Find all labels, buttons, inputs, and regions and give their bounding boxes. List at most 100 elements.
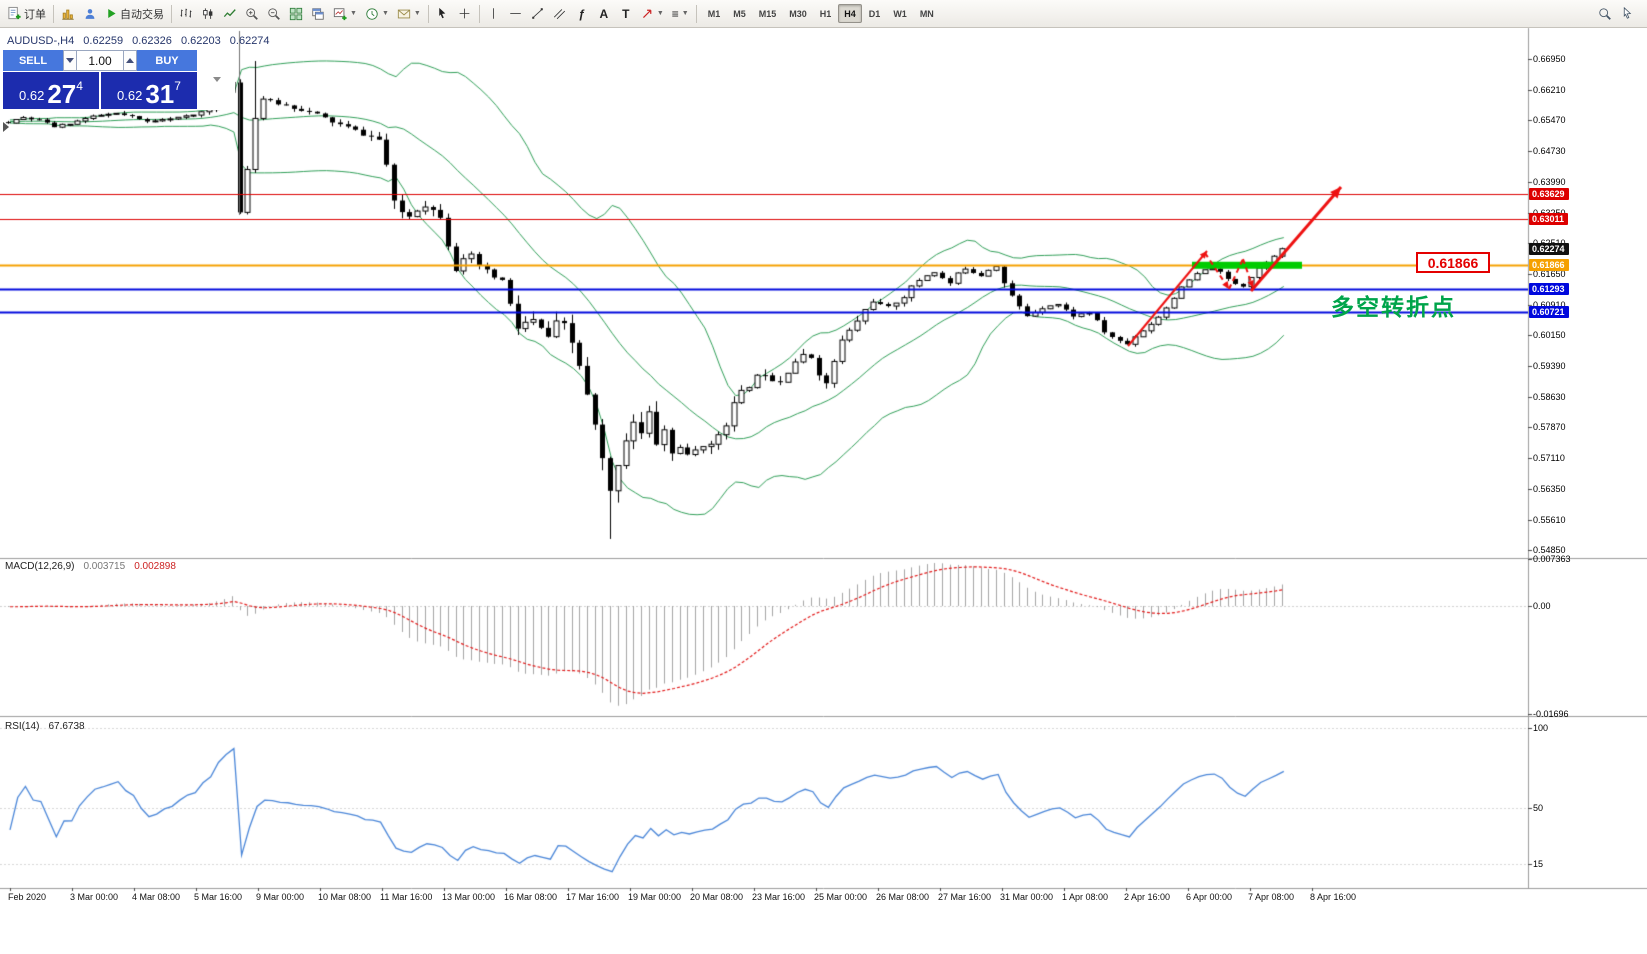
price-tag[interactable]: 0.60721 [1529,306,1569,318]
dropdown-caret-icon: ▼ [381,10,389,17]
one-click-menu-button[interactable] [198,49,235,110]
price-axis-label: 0.58630 [1533,391,1566,402]
ohlc-high: 0.62326 [132,35,172,47]
cascade-windows-icon [311,7,325,21]
objects-list-button[interactable]: ≡ ▼ [668,3,693,25]
time-axis-label: 6 Apr 00:00 [1186,892,1233,902]
price-tag[interactable]: 0.63629 [1529,188,1569,200]
timeframe-mn[interactable]: MN [919,8,934,19]
line-chart-button[interactable] [219,3,241,25]
toolbar-separator [478,4,480,23]
autotrading-label: 自动交易 [120,8,164,21]
timeframe-m5[interactable]: M5 [733,8,746,19]
macd-header: MACD(12,26,9) 0.003715 0.002898 [5,561,176,572]
time-axis-label: 3 Mar 00:00 [70,892,119,902]
trendline-icon [531,7,544,20]
text-tool-icon: A [599,6,609,21]
toolbar-separator [171,4,172,23]
timeframe-m30[interactable]: M30 [789,8,807,19]
price-axis-label: 0.63250 [1533,208,1566,218]
sell-price-display[interactable]: 0.62 27 4 [3,72,99,109]
channel-tool-button[interactable] [549,3,571,25]
volume-input[interactable] [77,50,123,71]
sell-button[interactable]: SELL [3,50,63,71]
dropdown-caret-icon: ▼ [413,10,421,17]
crosshair-icon [458,7,471,20]
price-axis-label: 0.54850 [1533,545,1566,556]
trendline-tool-button[interactable] [527,3,549,25]
volume-decrease-button[interactable] [63,50,77,71]
profiles-icon [83,7,97,21]
price-axis-label: 0.61650 [1533,268,1566,279]
search-button[interactable] [1594,3,1616,25]
bars-chart-button[interactable] [175,3,197,25]
profiles-button[interactable] [79,3,101,25]
time-axis-label: 11 Mar 16:00 [380,892,433,902]
template-icon [397,7,411,21]
new-chart-button[interactable]: ▼ [329,3,361,25]
buy-price-display[interactable]: 0.62 31 7 [101,72,197,109]
autotrading-button[interactable]: 自动交易 [101,3,168,25]
horizontal-line-tool-button[interactable] [505,3,527,25]
dropdown-caret-icon: ▼ [656,10,664,17]
buy-pipette: 7 [174,79,181,93]
timeframe-h1[interactable]: H1 [819,8,832,19]
time-axis-label: 23 Mar 16:00 [752,892,806,902]
candlestick-chart-button[interactable] [197,3,219,25]
templates-button[interactable]: ▼ [393,3,425,25]
one-click-inner: SELL BUY 0.62 27 4 0.62 31 7 [2,49,198,110]
timeframe-h4[interactable]: H4 [838,4,862,23]
cascade-windows-button[interactable] [307,3,329,25]
rsi-value: 67.6738 [48,721,85,732]
text-tool-button[interactable]: A [593,3,615,25]
timeframe-m15[interactable]: M15 [758,8,777,19]
buy-button[interactable]: BUY [137,50,197,71]
time-axis-label: Feb 2020 [8,892,47,902]
zoom-out-button[interactable] [263,3,285,25]
time-axis-label: 7 Apr 08:00 [1248,892,1295,902]
market-watch-button[interactable] [57,3,79,25]
time-axis-label: 13 Mar 00:00 [442,892,496,902]
time-axis-label: 2 Apr 16:00 [1124,892,1171,902]
timeframe-w1[interactable]: W1 [893,8,907,19]
timeframe-d1[interactable]: D1 [868,8,881,19]
tile-windows-button[interactable] [285,3,307,25]
macd-axis-label: 0.00 [1533,601,1551,611]
time-axis-label: 5 Mar 16:00 [194,892,243,902]
timeframe-m1[interactable]: M1 [707,8,721,19]
market-watch-icon [61,7,75,21]
one-click-collapse-icon[interactable] [3,122,9,132]
cursor-tool-button[interactable] [432,3,454,25]
price-tag[interactable]: 0.63011 [1529,213,1569,225]
macd-axis-label: -0.01696 [1533,708,1569,719]
zoom-in-button[interactable] [241,3,263,25]
label-tool-icon: T [622,6,630,21]
arrows-tool-button[interactable]: ▼ [637,3,668,25]
bars-chart-icon [179,7,193,21]
price-axis-label: 0.60150 [1533,330,1566,341]
fibonacci-tool-button[interactable]: ƒ [571,3,593,25]
volume-increase-button[interactable] [123,50,137,71]
label-tool-button[interactable]: T [615,3,637,25]
buy-big-figure: 0.62 [117,88,143,103]
price-axis-label: 0.66210 [1533,84,1566,95]
sell-big-figure: 0.62 [19,88,45,103]
toolbar-separator [53,4,54,23]
period-selector-button[interactable]: ▼ [361,3,393,25]
price-axis-label: 0.64730 [1533,146,1566,157]
new-order-button[interactable]: 订单 [3,3,50,25]
pointer-button[interactable] [1616,3,1638,25]
crosshair-tool-button[interactable] [454,3,476,25]
zoom-out-icon [267,7,281,21]
price-callout-box[interactable]: 0.61866 [1416,252,1490,273]
turning-point-note[interactable]: 多空转折点 [1331,294,1456,320]
buy-pips: 31 [145,79,175,109]
vertical-line-tool-button[interactable] [483,3,505,25]
toolbar-separator [695,4,697,23]
sell-pips: 27 [47,79,77,109]
price-tag[interactable]: 0.61293 [1529,283,1569,295]
current-price-tag: 0.62274 [1529,243,1569,255]
price-tag[interactable]: 0.61866 [1529,259,1569,271]
